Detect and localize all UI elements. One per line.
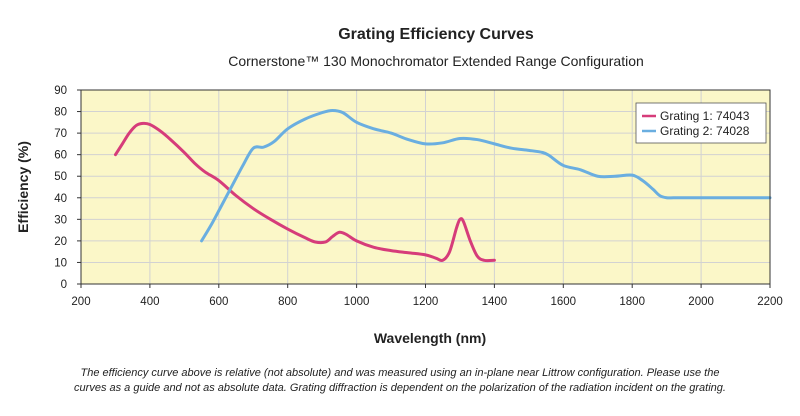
legend-box [635,102,767,144]
y-tick-label: 70 [54,128,67,140]
x-tick-label: 2000 [688,296,714,308]
y-tick-label: 30 [54,214,67,226]
y-tick-label: 90 [54,85,67,97]
x-tick-label: 1400 [482,296,508,308]
y-tick-label: 0 [61,279,67,291]
series-group [113,108,772,263]
x-tick-label: 1800 [619,296,645,308]
y-tick-label: 50 [54,171,67,183]
y-tick-label: 40 [54,193,67,205]
footnote-line-1: The efficiency curve above is relative (… [80,367,720,379]
y-tick-label: 20 [54,236,67,248]
x-tick-label: 400 [140,296,159,308]
footnote: The efficiency curve above is relative (… [0,366,800,396]
y-axis-ticks: 0 10 20 30 40 50 60 70 80 90 [54,85,67,291]
x-tick-label: 2200 [757,296,783,308]
chart-subtitle: Cornerstone™ 130 Monochromator Extended … [228,53,644,69]
x-tick-label: 1600 [551,296,577,308]
x-tick-label: 1000 [344,296,370,308]
x-axis-ticks: 200 400 600 800 1000 1200 1400 1600 1800 2000 2200 [71,296,782,308]
legend-label-2: Grating 2: 74028 [660,124,750,138]
y-tick-label: 60 [54,150,67,162]
x-tick-label: 600 [209,296,228,308]
footnote-line-2: curves as a guide and not as absolute da… [74,382,726,394]
x-tick-label: 800 [278,296,297,308]
y-tick-label: 80 [54,107,67,119]
series-line-1 [113,121,496,263]
y-tick-label: 10 [54,257,67,269]
x-tick-label: 1200 [413,296,439,308]
x-axis-label: Wavelength (nm) [374,330,486,346]
chart-title: Grating Efficiency Curves [338,26,534,43]
y-axis-label: Efficiency (%) [15,141,31,233]
x-tick-label: 200 [71,296,90,308]
chart: Grating Efficiency Curves Cornerstone™ 1… [15,26,783,346]
series-line-2 [200,108,772,243]
legend-label-1: Grating 1: 74043 [660,109,750,123]
plot-frame [80,89,771,285]
